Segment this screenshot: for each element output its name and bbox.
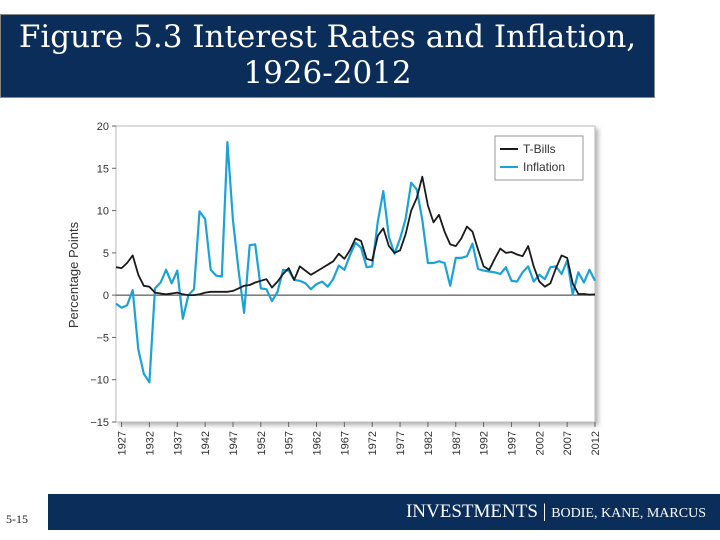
series-line-inflation <box>115 141 596 384</box>
legend: T-Bills Inflation <box>494 135 584 181</box>
x-tick-label: 1957 <box>284 431 296 455</box>
y-axis: 20 15 10 5 0 −5 −10 −15 <box>90 121 116 429</box>
x-tick-label: 1942 <box>200 431 212 455</box>
slide-title: Figure 5.3 Interest Rates and Inflation,… <box>0 14 655 98</box>
x-tick-label: 2002 <box>534 431 546 455</box>
x-tick-label: 1982 <box>423 431 435 455</box>
legend-label-inflation: Inflation <box>523 160 565 174</box>
x-tick-label: 1967 <box>339 431 351 455</box>
interest-inflation-chart: 20 15 10 5 0 −5 −10 −15 1927 1932 1937 1942 1947 195… <box>66 121 602 455</box>
legend-box <box>494 135 584 181</box>
footer-bar: INVESTMENTS | BODIE, KANE, MARCUS <box>48 494 720 530</box>
x-tick-label: 2012 <box>590 431 602 455</box>
legend-label-t-bills: T-Bills <box>523 142 556 156</box>
y-tick-label: 0 <box>103 290 109 302</box>
x-tick-label: 1952 <box>256 431 268 455</box>
x-tick-label: 1962 <box>312 431 324 455</box>
y-tick-label: −10 <box>90 375 109 387</box>
x-tick-label: 1947 <box>228 431 240 455</box>
y-tick-label: −15 <box>90 417 109 429</box>
x-tick-label: 1937 <box>172 431 184 455</box>
y-tick-label: 20 <box>97 121 109 133</box>
y-tick-label: 10 <box>97 206 109 218</box>
y-axis-label: Percentage Points <box>66 221 81 328</box>
footer-book-title: INVESTMENTS | <box>405 501 552 522</box>
x-axis: 1927 1932 1937 1942 1947 1952 1957 1962 1967 1972… <box>117 422 602 455</box>
y-tick-label: −5 <box>96 332 109 344</box>
y-tick-label: 15 <box>97 163 109 175</box>
x-tick-label: 1987 <box>451 431 463 455</box>
footer-text: INVESTMENTS | BODIE, KANE, MARCUS <box>406 501 706 523</box>
x-tick-label: 1932 <box>144 431 156 455</box>
footer-authors: BODIE, KANE, MARCUS <box>551 506 706 521</box>
slide-title-line-1: Figure 5.3 Interest Rates and Inflation, <box>18 19 637 55</box>
x-tick-label: 1997 <box>506 431 518 455</box>
x-tick-label: 1977 <box>395 431 407 455</box>
y-tick-label: 5 <box>103 248 109 260</box>
series-line-t-bills <box>115 175 596 296</box>
x-tick-label: 1992 <box>479 431 491 455</box>
slide-title-line-2: 1926-2012 <box>243 55 412 91</box>
x-tick-label: 2007 <box>562 431 574 455</box>
x-tick-label: 1972 <box>367 431 379 455</box>
x-tick-label: 1927 <box>117 431 129 455</box>
slide-number: 5-15 <box>6 512 28 526</box>
